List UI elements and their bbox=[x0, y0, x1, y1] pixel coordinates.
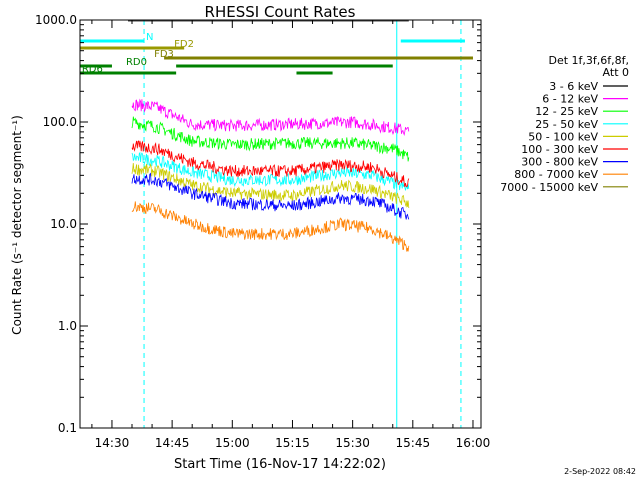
legend-header-line-2: Att 0 bbox=[603, 66, 629, 79]
legend-label-3: 25 - 50 keV bbox=[535, 118, 598, 131]
legend-label-6: 300 - 800 keV bbox=[521, 156, 598, 169]
x-tick-label: 15:00 bbox=[215, 436, 250, 450]
series-line-2 bbox=[131, 116, 410, 162]
legend-label-2: 12 - 25 keV bbox=[535, 105, 598, 118]
x-tick-label: 14:45 bbox=[155, 436, 190, 450]
series-line-3 bbox=[131, 151, 410, 191]
timestamp: 2-Sep-2022 08:42 bbox=[564, 467, 636, 476]
flag-label-fd3: FD3 bbox=[154, 49, 174, 60]
y-tick-label: 100.0 bbox=[43, 115, 77, 129]
series-line-6 bbox=[131, 172, 410, 220]
series-line-4 bbox=[131, 163, 410, 209]
y-axis-label: Count Rate (s⁻¹ detector segment⁻¹) bbox=[10, 115, 24, 335]
legend-label-1: 6 - 12 keV bbox=[542, 93, 598, 106]
flag-label-n: N bbox=[146, 32, 153, 43]
x-tick-label: 15:15 bbox=[275, 436, 310, 450]
x-tick-label: 14:30 bbox=[95, 436, 130, 450]
legend-header-line-1: Det 1f,3f,6f,8f, bbox=[548, 54, 629, 67]
legend-label-8: 7000 - 15000 keV bbox=[500, 181, 598, 194]
y-axis: 0.1 1.0 10.0 100.0 1000.0 bbox=[35, 13, 481, 435]
flag-label-rd6: RD6 bbox=[82, 64, 103, 75]
y-tick-label: 0.1 bbox=[58, 421, 77, 435]
chart-title: RHESSI Count Rates bbox=[205, 3, 356, 21]
x-tick-label: 15:45 bbox=[396, 436, 431, 450]
y-tick-label: 10.0 bbox=[50, 217, 77, 231]
x-tick-label: 15:30 bbox=[335, 436, 370, 450]
x-axis-label: Start Time (16-Nov-17 14:22:02) bbox=[174, 457, 386, 472]
legend-label-0: 3 - 6 keV bbox=[549, 80, 598, 93]
series-line-5 bbox=[131, 140, 410, 188]
series-line-7 bbox=[131, 201, 410, 252]
x-axis: 14:30 14:45 15:00 15:15 15:30 15:45 16:00 bbox=[91, 20, 491, 450]
flag-label-fd2: FD2 bbox=[174, 39, 194, 50]
series-line-1 bbox=[131, 98, 410, 136]
x-tick-label: 16:00 bbox=[456, 436, 491, 450]
y-tick-label: 1000.0 bbox=[35, 13, 77, 27]
plot-frame bbox=[79, 19, 482, 429]
y-tick-label: 1.0 bbox=[58, 319, 77, 333]
flag-label-rd0: RD0 bbox=[126, 57, 147, 68]
legend-label-4: 50 - 100 keV bbox=[528, 130, 598, 143]
legend-label-5: 100 - 300 keV bbox=[521, 143, 598, 156]
legend-label-7: 800 - 7000 keV bbox=[514, 168, 598, 181]
